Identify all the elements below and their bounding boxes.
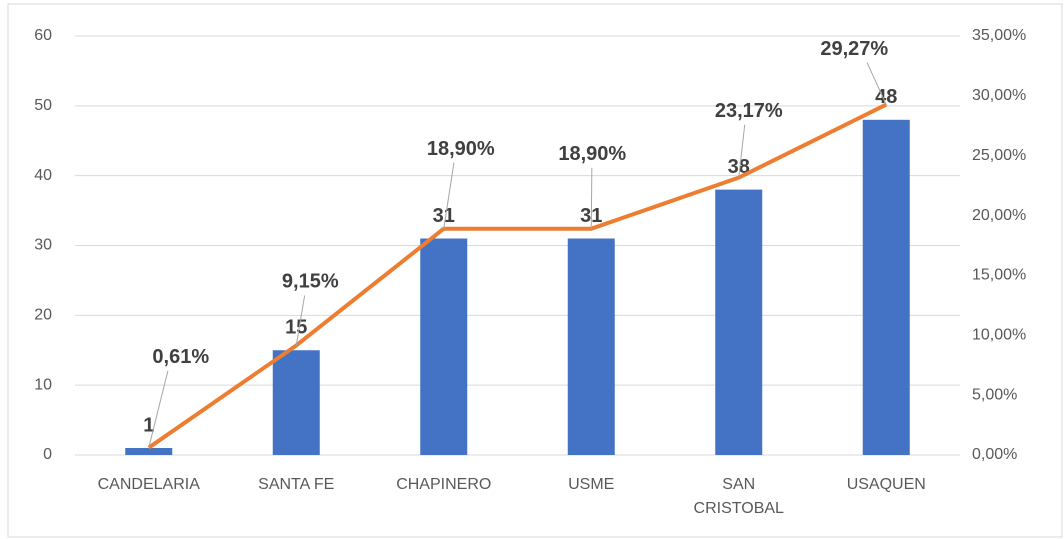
y2-tick-label: 30,00% [972, 87, 1026, 104]
y2-tick-label: 25,00% [972, 147, 1026, 164]
leader-line [148, 370, 169, 448]
bar-value-label: 31 [433, 205, 455, 227]
x-tick-label: CHAPINERO [396, 476, 492, 493]
bar [272, 350, 320, 455]
line-value-label: 18,90% [558, 143, 626, 165]
y-tick-label: 50 [34, 97, 52, 114]
y2-tick-label: 5,00% [972, 386, 1017, 403]
y2-tick-label: 10,00% [972, 327, 1026, 344]
line-value-label: 29,27% [820, 38, 888, 60]
y2-tick-label: 35,00% [972, 27, 1026, 44]
bar [715, 189, 763, 455]
bar [567, 238, 615, 455]
bar [125, 448, 173, 455]
x-tick-label: USAQUEN [846, 476, 926, 493]
line-value-label: 18,90% [427, 138, 495, 160]
bar [862, 119, 910, 456]
x-tick-label: SANTA FE [258, 476, 335, 493]
bar [420, 238, 468, 455]
x-tick-label: CANDELARIA [97, 476, 200, 493]
x-tick-label: SAN CRISTOBAL [693, 476, 784, 517]
leader-line [738, 124, 746, 178]
x-tick-label: USME [568, 476, 615, 493]
leader-line [590, 167, 593, 229]
y-tick-label: 0 [43, 446, 52, 463]
bar-value-label: 38 [728, 156, 750, 178]
line [147, 102, 888, 450]
y-tick-label: 60 [34, 27, 52, 44]
leader-line [295, 295, 306, 346]
y2-tick-label: 20,00% [972, 207, 1026, 224]
line-value-label: 9,15% [282, 271, 339, 293]
line-value-label: 0,61% [152, 346, 209, 368]
leader-line [866, 62, 887, 105]
y-tick-label: 30 [34, 237, 52, 254]
bar-value-label: 15 [285, 317, 307, 339]
chart-border [7, 3, 1063, 538]
leader-line [443, 162, 455, 229]
y2-tick-label: 0,00% [972, 446, 1017, 463]
bar-value-label: 1 [143, 414, 154, 436]
y2-tick-label: 15,00% [972, 267, 1026, 284]
line-value-label: 23,17% [715, 100, 783, 122]
y-tick-label: 40 [34, 167, 52, 184]
y-tick-label: 20 [34, 307, 52, 324]
y-tick-label: 10 [34, 376, 52, 393]
